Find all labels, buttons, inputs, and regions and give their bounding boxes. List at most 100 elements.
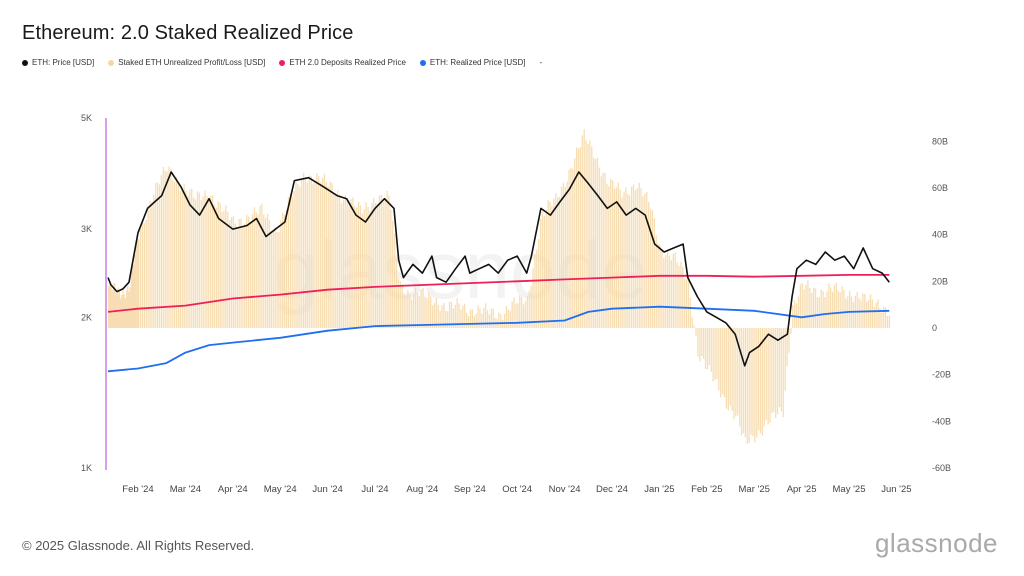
y-right-tick-label: 80B	[932, 136, 948, 146]
y-right-tick-label: 0	[932, 323, 937, 333]
pl-bar	[325, 181, 327, 328]
pl-bar	[539, 218, 542, 328]
pl-bar	[805, 284, 807, 328]
legend-label: -	[539, 58, 543, 67]
y-right-tick-label: -40B	[932, 416, 951, 426]
pl-bar	[627, 194, 629, 328]
pl-bar	[450, 301, 453, 328]
pl-bar	[282, 212, 284, 328]
pl-bar	[636, 188, 638, 328]
pl-bar	[507, 309, 510, 328]
pl-bar	[763, 328, 765, 427]
pl-bar	[210, 195, 212, 328]
pl-bar	[881, 312, 883, 328]
pl-bar	[327, 186, 329, 328]
pl-bar	[460, 309, 462, 328]
pl-bar	[422, 287, 424, 328]
pl-bar	[331, 182, 333, 328]
legend-dot-icon	[108, 59, 115, 66]
pl-bar	[445, 311, 447, 328]
legend-item-unrealized-pl[interactable]: Staked ETH Unrealized Profit/Loss [USD]	[108, 58, 265, 67]
pl-bar	[615, 187, 618, 328]
legend-item-realized-price[interactable]: ETH: Realized Price [USD]	[419, 58, 526, 67]
pl-bar	[716, 328, 718, 380]
pl-bar	[488, 314, 491, 328]
pl-bar	[335, 195, 337, 328]
y-right-tick-label: -20B	[932, 370, 951, 380]
pl-bar	[471, 309, 473, 328]
pl-bar	[695, 328, 697, 336]
pl-bar	[393, 233, 396, 328]
pl-bar	[352, 197, 354, 328]
pl-bar	[378, 195, 381, 328]
pl-bar	[447, 311, 449, 328]
pl-bar	[112, 283, 115, 328]
chart-title: Ethereum: 2.0 Staked Realized Price	[22, 22, 354, 44]
pl-bar	[230, 217, 233, 328]
pl-bar	[420, 289, 422, 328]
pl-bar	[147, 206, 149, 328]
legend-item-extra[interactable]: -	[540, 58, 543, 67]
series-line-eth-2-0-deposits-realized-price	[107, 274, 890, 313]
pl-bar	[623, 191, 625, 328]
pl-bar	[520, 296, 523, 328]
x-tick-label: May '24	[264, 484, 297, 495]
pl-bar	[405, 295, 407, 328]
pl-bar	[784, 328, 786, 391]
pl-bar	[655, 235, 657, 328]
pl-bar	[699, 328, 701, 362]
pl-bar	[513, 297, 515, 328]
pl-bar	[156, 182, 159, 328]
pl-bar	[632, 184, 635, 328]
pl-bar	[136, 239, 139, 328]
pl-bar	[676, 262, 678, 328]
pl-bar	[134, 254, 136, 328]
pl-bar	[433, 302, 436, 328]
legend-item-eth-price[interactable]: ETH: Price [USD]	[22, 58, 94, 67]
legend-item-deposits-realized-price[interactable]: ETH 2.0 Deposits Realized Price	[279, 58, 406, 67]
pl-bar	[354, 205, 356, 328]
pl-bar	[742, 328, 745, 434]
pl-bar	[553, 198, 555, 328]
pl-bar	[803, 289, 805, 328]
pl-bar	[814, 288, 817, 328]
pl-bar	[687, 277, 690, 328]
pl-bar	[174, 181, 176, 328]
pl-bar	[439, 310, 441, 328]
pl-bar	[371, 203, 373, 328]
legend-dot-icon	[22, 59, 28, 66]
pl-bar	[826, 291, 828, 328]
series-line-eth-price-usd	[107, 171, 890, 367]
x-tick-label: May '25	[833, 484, 866, 495]
pl-bar	[883, 307, 885, 328]
pl-bar	[306, 182, 309, 328]
pl-bar	[289, 193, 291, 328]
pl-bar	[287, 197, 290, 328]
pl-bar	[799, 284, 801, 328]
pl-bar	[185, 190, 187, 328]
pl-bar	[630, 186, 633, 328]
pl-bar	[782, 328, 784, 417]
pl-bar	[843, 289, 845, 328]
pl-bar	[649, 208, 652, 328]
pl-bar	[776, 328, 779, 415]
pl-bar	[456, 298, 458, 328]
pl-bar	[266, 213, 269, 328]
pl-bar	[532, 268, 534, 328]
pl-bar	[388, 195, 390, 328]
pl-bar	[346, 201, 348, 328]
pl-bar	[454, 304, 456, 328]
pl-bar	[492, 308, 494, 328]
pl-bar	[109, 280, 111, 328]
pl-bar	[257, 214, 259, 328]
pl-bar	[522, 304, 525, 328]
pl-bar	[811, 292, 813, 328]
y-left-tick-label: 5K	[81, 113, 92, 123]
pl-bar	[200, 199, 202, 328]
pl-bar	[547, 200, 549, 328]
pl-bar	[246, 214, 248, 328]
pl-bar	[240, 218, 242, 328]
pl-bar	[812, 287, 815, 328]
pl-bar	[424, 296, 426, 328]
pl-bar	[153, 194, 155, 328]
